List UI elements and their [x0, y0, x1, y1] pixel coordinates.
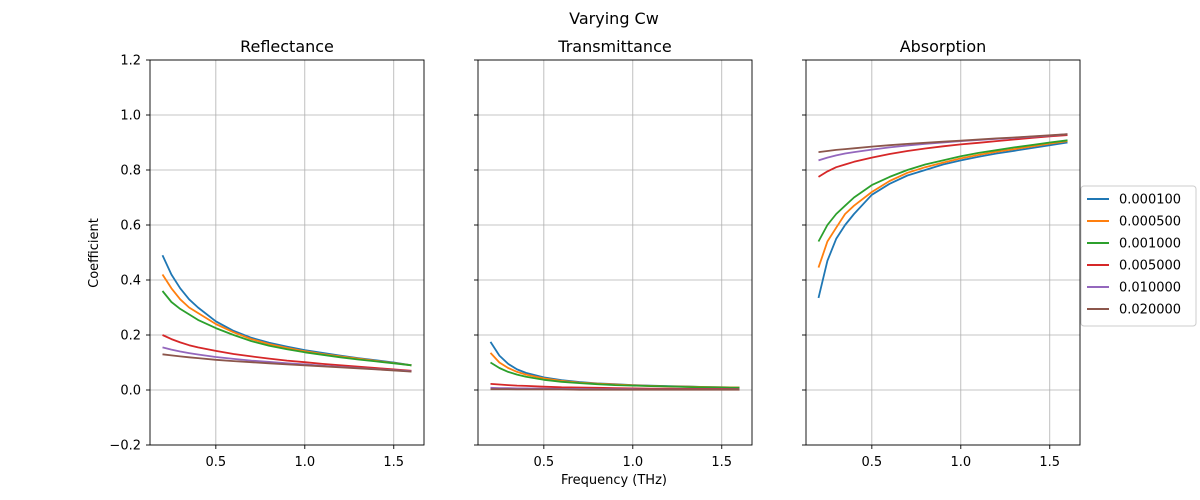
- y-axis-label: Coefficient: [87, 218, 102, 288]
- subplot-panels: 0.5 1.0 1.5 −0.2 0.0 0.2 0.4 0.6 0.8 1.0 1.2 Reflec…: [109, 37, 1081, 470]
- legend: 0.000100 0.000500 0.001000 0.005000 0.010000…: [1080, 185, 1197, 327]
- series-line-0.005000: [162, 334, 412, 372]
- figure-suptitle: Varying Cw: [569, 9, 659, 28]
- series-line-0.000500: [817, 140, 1068, 268]
- x-tick-label: 1.5: [711, 455, 732, 470]
- panel-title: Transmittance: [557, 37, 671, 56]
- y-tick-label: 1.2: [120, 54, 141, 69]
- series-line-0.001000: [161, 290, 412, 367]
- y-tick-label: 0.2: [120, 329, 141, 344]
- y-tick-label: 0.0: [120, 384, 141, 399]
- x-tick-label: 1.0: [950, 455, 971, 470]
- axes-frame: [149, 59, 425, 446]
- x-tick-label: 0.5: [861, 455, 882, 470]
- series-line-0.000100: [817, 141, 1068, 299]
- legend-label: 0.020000: [1119, 303, 1181, 318]
- series-line-0.020000: [490, 388, 740, 391]
- y-tick-label: 1.0: [120, 109, 141, 124]
- legend-item: 0.005000: [1087, 259, 1181, 274]
- x-axis-label: Frequency (THz): [561, 473, 667, 488]
- legend-item: 0.001000: [1087, 237, 1181, 252]
- legend-label: 0.010000: [1119, 281, 1181, 296]
- legend-label: 0.005000: [1119, 259, 1181, 274]
- y-tick-label: 0.6: [120, 219, 141, 234]
- y-tick-label: 0.8: [120, 164, 141, 179]
- legend-item: 0.000500: [1087, 215, 1181, 230]
- x-tick-label: 0.5: [533, 455, 554, 470]
- x-tick-label: 1.0: [622, 455, 643, 470]
- series-line-0.001000: [490, 361, 740, 389]
- legend-box: [1080, 185, 1197, 327]
- legend-label: 0.000100: [1119, 193, 1181, 208]
- legend-item: 0.020000: [1087, 303, 1181, 318]
- legend-label: 0.000500: [1119, 215, 1181, 230]
- panel-absorption: 0.5 1.0 1.5 Absorption: [802, 37, 1081, 470]
- series-line-0.020000: [162, 353, 412, 373]
- panel-title: Absorption: [900, 37, 987, 56]
- series-line-0.001000: [817, 139, 1068, 242]
- panel-reflectance: 0.5 1.0 1.5 −0.2 0.0 0.2 0.4 0.6 0.8 1.0 1.2 Reflec…: [109, 37, 425, 470]
- y-tick-label: 0.4: [120, 274, 141, 289]
- series-line-0.020000: [818, 133, 1068, 153]
- series-line-0.005000: [818, 134, 1068, 178]
- panel-title: Reflectance: [240, 37, 334, 56]
- x-tick-label: 1.5: [383, 455, 404, 470]
- x-tick-label: 1.0: [294, 455, 315, 470]
- axes-frame: [805, 59, 1081, 446]
- y-tick-label: −0.2: [109, 439, 141, 454]
- axes-frame: [477, 59, 753, 446]
- x-tick-label: 0.5: [205, 455, 226, 470]
- legend-item: 0.010000: [1087, 281, 1181, 296]
- x-tick-label: 1.5: [1039, 455, 1060, 470]
- panel-transmittance: 0.5 1.0 1.5 Transmittance: [474, 37, 753, 470]
- legend-item: 0.000100: [1087, 193, 1181, 208]
- legend-label: 0.001000: [1119, 237, 1181, 252]
